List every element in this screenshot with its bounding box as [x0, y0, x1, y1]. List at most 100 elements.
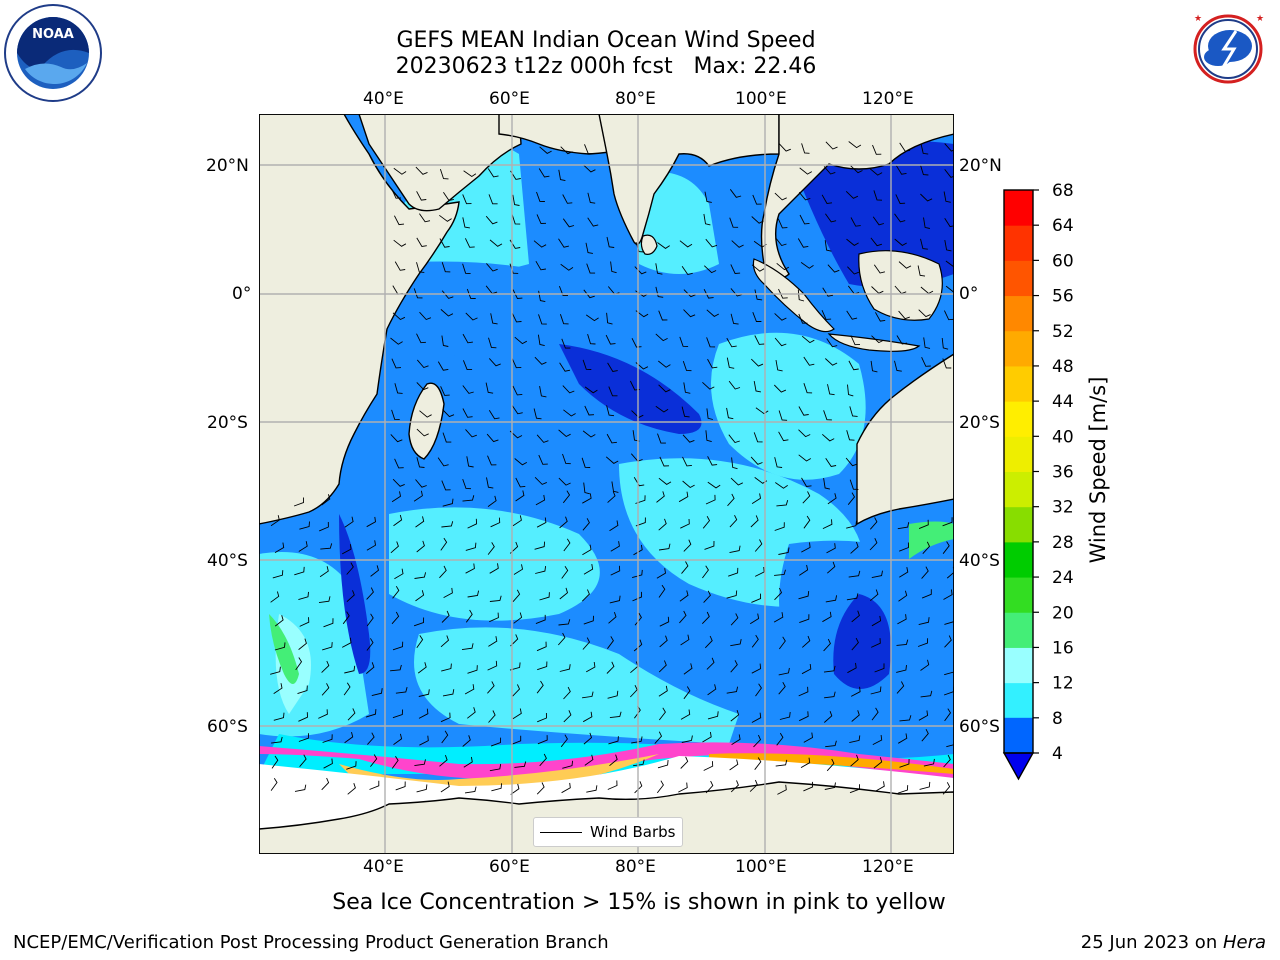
wind-barb — [918, 309, 931, 318]
wind-barb — [633, 476, 645, 487]
wind-barb — [849, 479, 859, 490]
wind-barb — [511, 358, 522, 369]
wind-barb — [609, 595, 621, 604]
wind-barb — [297, 685, 308, 695]
lat-label-right-60s: 60°S — [959, 717, 1000, 737]
wind-barb — [730, 660, 738, 673]
wind-barb — [487, 495, 497, 507]
wind-barb — [778, 667, 790, 676]
wind-barb — [633, 639, 643, 652]
wind-barb — [390, 664, 402, 672]
wind-barb — [635, 517, 646, 527]
wind-barb — [417, 662, 427, 674]
noaa-logo: NOAA — [3, 3, 103, 103]
wind-barb — [489, 612, 499, 623]
wind-barb — [441, 521, 454, 528]
wind-barb — [683, 309, 696, 318]
wind-barb — [778, 681, 786, 695]
wind-barb — [608, 736, 619, 745]
wind-barb — [439, 238, 450, 248]
wind-barb — [680, 518, 690, 529]
wind-barb — [273, 683, 283, 694]
wind-barb — [562, 385, 575, 394]
lon-label-top-60e: 60°E — [489, 89, 530, 109]
wind-barb — [751, 593, 762, 603]
wind-barb — [826, 758, 835, 772]
wind-barb — [586, 785, 598, 793]
wind-barb — [774, 337, 787, 347]
wind-barb — [416, 237, 427, 247]
wind-barb — [514, 458, 528, 466]
wind-barb — [923, 337, 931, 349]
map-panel[interactable] — [258, 113, 955, 855]
wind-barb — [512, 289, 523, 299]
svg-text:★: ★ — [1194, 14, 1202, 24]
wind-barb — [678, 491, 689, 503]
colorbar-tick-label: 40 — [1052, 427, 1074, 447]
wind-barb — [754, 289, 763, 301]
colorbar-tick-label: 4 — [1052, 744, 1063, 764]
colorbar-tick-label: 68 — [1052, 181, 1074, 201]
wind-barb — [726, 590, 738, 599]
lat-label-left-20s: 20°S — [207, 413, 248, 433]
wind-speed-map — [258, 113, 955, 855]
wind-barb — [824, 782, 836, 790]
wind-barb — [705, 430, 712, 443]
wind-barb — [610, 261, 617, 274]
wind-barb — [918, 710, 929, 721]
wind-barb — [510, 634, 519, 647]
wind-barb — [394, 383, 403, 394]
wind-barb — [536, 517, 547, 528]
wind-barb — [489, 239, 503, 247]
wind-barb — [921, 728, 929, 742]
wind-barb — [825, 740, 837, 748]
wind-barb — [754, 757, 762, 770]
wind-barb — [465, 563, 475, 574]
wind-barb — [366, 662, 375, 674]
wind-barb — [413, 617, 425, 627]
wind-barb — [490, 737, 502, 747]
wind-barb — [682, 360, 692, 372]
wind-barb — [826, 543, 836, 554]
wind-barb — [633, 759, 645, 767]
wind-barb — [562, 490, 571, 504]
colorbar-tick-label: 36 — [1052, 463, 1074, 483]
wind-barb — [801, 542, 811, 553]
colorbar-tick-label: 8 — [1052, 709, 1063, 729]
wind-barb — [538, 314, 547, 325]
wind-barb — [871, 286, 884, 294]
wind-barb — [896, 639, 909, 646]
colorbar-band — [1004, 612, 1033, 648]
wind-barb — [658, 707, 666, 721]
wind-barb — [775, 360, 783, 372]
colorbar-band — [1004, 190, 1033, 226]
wind-barb — [562, 453, 571, 465]
wind-barb — [897, 614, 907, 625]
wind-barb — [486, 263, 498, 272]
colorbar-band-lowest — [1004, 717, 1033, 753]
wind-barb — [271, 736, 283, 744]
wind-barb — [322, 642, 333, 651]
wind-barb — [683, 382, 691, 394]
wind-barb — [585, 314, 599, 322]
wind-barb — [898, 590, 908, 602]
wind-barb — [754, 335, 765, 345]
wind-barb — [871, 335, 884, 344]
wind-barb — [270, 591, 280, 603]
wind-barb — [753, 432, 763, 443]
wind-barb — [944, 143, 954, 152]
colorbar-band — [1004, 260, 1033, 297]
lon-label-bottom-100e: 100°E — [735, 857, 787, 877]
colorbar-tick-label: 48 — [1052, 357, 1074, 377]
wind-barb — [509, 263, 519, 274]
wind-barb — [872, 216, 885, 226]
wind-barb — [706, 408, 714, 420]
wind-barb — [655, 286, 664, 298]
wind-barb — [582, 691, 594, 699]
wind-barb — [416, 457, 425, 468]
wind-barb — [801, 477, 812, 487]
wind-barb — [393, 514, 403, 527]
wind-barb — [920, 164, 929, 176]
wind-barb — [271, 755, 279, 769]
wind-barb — [798, 429, 811, 438]
